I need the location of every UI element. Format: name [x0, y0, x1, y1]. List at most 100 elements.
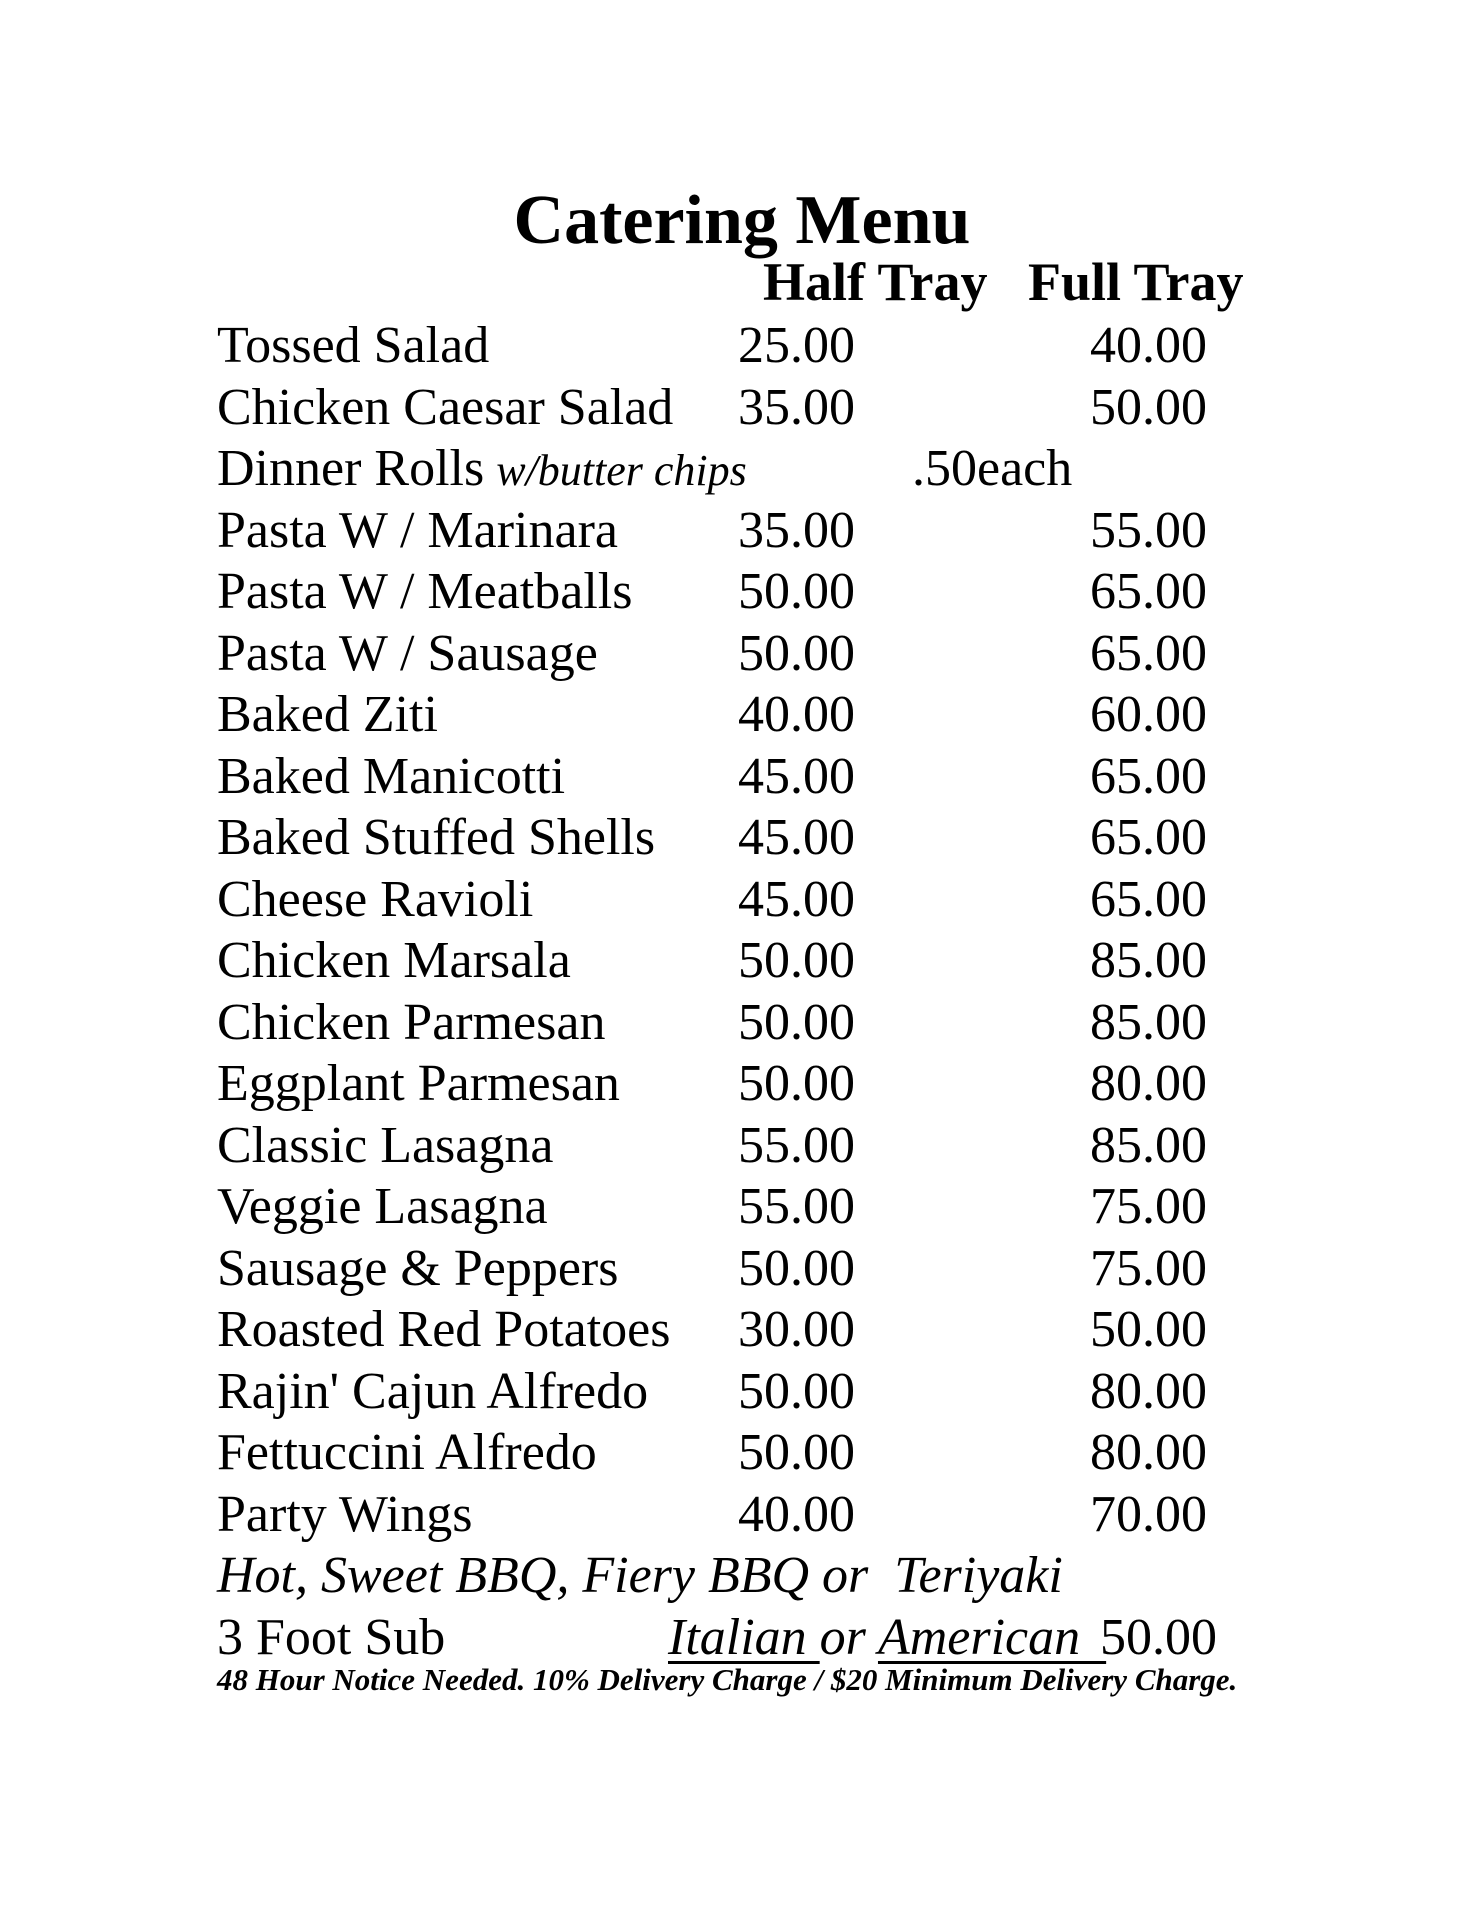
item-name: Classic Lasagna: [217, 1116, 554, 1174]
sub-option-american: American: [877, 1608, 1107, 1666]
half-tray-price: 50.00: [738, 993, 855, 1051]
item-name-wrap: Pasta W / Meatballs: [217, 561, 632, 623]
menu-rows: Tossed Salad 25.00 40.00 Chicken Caesar Sal…: [0, 315, 1484, 1668]
half-tray-price: 55.00: [738, 1178, 855, 1235]
menu-item-row: Tossed Salad 25.00 40.00: [0, 315, 1484, 377]
column-header-half-tray: Half Tray: [763, 252, 988, 312]
item-name: Fettuccini Alfredo: [217, 1424, 597, 1481]
item-name-wrap: Party Wings: [217, 1484, 473, 1546]
column-headers: Half Tray Full Tray: [0, 255, 1484, 315]
item-name: Chicken Marsala: [217, 932, 571, 989]
item-name-wrap: Cheese Ravioli: [217, 869, 533, 931]
full-tray-price: 75.00: [1090, 1239, 1207, 1297]
menu-item-row: Pasta W / Marinara 35.00 55.00: [0, 500, 1484, 562]
item-name: Roasted Red Potatoes: [217, 1301, 671, 1358]
half-tray-price: 45.00: [738, 870, 855, 928]
half-tray-price: 55.00: [738, 1116, 855, 1174]
item-name: Baked Ziti: [217, 686, 438, 743]
half-tray-price: 50.00: [738, 1424, 855, 1481]
item-name-wrap: Pasta W / Marinara: [217, 500, 618, 562]
item-name: Sausage & Peppers: [217, 1239, 619, 1297]
item-name-wrap: Chicken Marsala: [217, 930, 571, 992]
wing-flavors-text: Hot, Sweet BBQ, Fiery BBQ or Teriyaki: [217, 1547, 1063, 1604]
full-tray-price: 40.00: [1090, 317, 1207, 374]
half-tray-price: 50.00: [738, 1239, 855, 1297]
item-name: Chicken Caesar Salad: [217, 378, 674, 436]
menu-item-row: Pasta W / Sausage 50.00 65.00: [0, 623, 1484, 685]
half-tray-price: 30.00: [738, 1301, 855, 1358]
item-name-wrap: 3 Foot Sub: [217, 1607, 445, 1669]
menu-item-row: Cheese Ravioli 45.00 65.00: [0, 869, 1484, 931]
item-name-wrap: Chicken Caesar Salad: [217, 377, 673, 439]
full-tray-price: 85.00: [1090, 932, 1207, 989]
half-tray-price: 50.00: [738, 563, 855, 620]
menu-item-row: Sausage & Peppers 50.00 75.00: [0, 1238, 1484, 1300]
menu-item-row: Chicken Caesar Salad 35.00 50.00: [0, 377, 1484, 439]
half-tray-price: 35.00: [738, 501, 855, 559]
item-name-wrap: Chicken Parmesan: [217, 992, 605, 1054]
menu-item-row: Classic Lasagna 55.00 85.00: [0, 1115, 1484, 1177]
wing-flavors-row: Hot, Sweet BBQ, Fiery BBQ or Teriyaki: [0, 1545, 1484, 1607]
full-tray-price: 80.00: [1090, 1362, 1207, 1420]
full-tray-price: 75.00: [1090, 1178, 1207, 1235]
item-name: Chicken Parmesan: [217, 993, 606, 1051]
column-header-full-tray: Full Tray: [1028, 252, 1244, 312]
footer-note: 48 Hour Notice Needed. 10% Delivery Char…: [217, 1662, 1238, 1697]
item-name-wrap: Veggie Lasagna: [217, 1176, 548, 1238]
half-tray-price: 50.00: [738, 932, 855, 989]
item-name-wrap: Classic Lasagna: [217, 1115, 553, 1177]
item-name-wrap: Roasted Red Potatoes: [217, 1299, 671, 1361]
half-tray-price: 45.00: [738, 809, 855, 866]
item-name-wrap: Eggplant Parmesan: [217, 1053, 620, 1115]
full-tray-price: 60.00: [1090, 686, 1207, 743]
menu-item-row: Baked Stuffed Shells 45.00 65.00: [0, 807, 1484, 869]
sub-option-italian: Italian: [668, 1608, 820, 1666]
item-name: Pasta W / Meatballs: [217, 563, 633, 620]
full-tray-price: 85.00: [1090, 993, 1207, 1051]
half-tray-price: 40.00: [738, 1485, 855, 1543]
full-tray-price: 65.00: [1090, 870, 1207, 928]
item-name-wrap: Pasta W / Sausage: [217, 623, 598, 685]
item-name-wrap: Baked Manicotti: [217, 746, 565, 808]
item-name: Veggie Lasagna: [217, 1178, 548, 1235]
item-name-wrap: Rajin' Cajun Alfredo: [217, 1361, 648, 1423]
sub-option-connector: or: [819, 1608, 878, 1666]
menu-item-row: Rajin' Cajun Alfredo 50.00 80.00: [0, 1361, 1484, 1423]
full-tray-price: 65.00: [1090, 747, 1207, 805]
full-tray-price: 80.00: [1090, 1424, 1207, 1481]
menu-item-row: Eggplant Parmesan 50.00 80.00: [0, 1053, 1484, 1115]
menu-item-row: Roasted Red Potatoes 30.00 50.00: [0, 1299, 1484, 1361]
half-tray-price: 50.00: [738, 624, 855, 682]
full-tray-price: 50.00: [1090, 378, 1207, 436]
item-name: Baked Manicotti: [217, 747, 566, 805]
item-name-wrap: Fettuccini Alfredo: [217, 1422, 597, 1484]
item-name: 3 Foot Sub: [217, 1608, 446, 1666]
sub-options: Italian or American: [668, 1607, 1106, 1669]
menu-item-row: Chicken Marsala 50.00 85.00: [0, 930, 1484, 992]
menu-item-row: Baked Ziti 40.00 60.00: [0, 684, 1484, 746]
full-tray-price: 80.00: [1090, 1055, 1207, 1112]
item-name: Eggplant Parmesan: [217, 1055, 620, 1112]
item-name: Tossed Salad: [217, 317, 490, 374]
item-unit-price: .50each: [912, 440, 1073, 497]
item-name: Cheese Ravioli: [217, 870, 534, 928]
full-tray-price: 50.00: [1090, 1301, 1207, 1358]
item-name-wrap: Dinner Rolls w/butter chips: [217, 438, 747, 502]
item-name-wrap: Tossed Salad: [217, 315, 489, 377]
sub-price: 50.00: [1100, 1608, 1217, 1666]
item-name-wrap: Baked Stuffed Shells: [217, 807, 655, 869]
menu-item-row: Dinner Rolls w/butter chips .50each: [0, 438, 1484, 500]
half-tray-price: 35.00: [738, 378, 855, 436]
menu-item-row: Pasta W / Meatballs 50.00 65.00: [0, 561, 1484, 623]
half-tray-price: 50.00: [738, 1055, 855, 1112]
full-tray-price: 65.00: [1090, 563, 1207, 620]
full-tray-price: 70.00: [1090, 1485, 1207, 1543]
half-tray-price: 50.00: [738, 1362, 855, 1420]
menu-item-row: Fettuccini Alfredo 50.00 80.00: [0, 1422, 1484, 1484]
menu-item-row: Party Wings 40.00 70.00: [0, 1484, 1484, 1546]
menu-item-row: Baked Manicotti 45.00 65.00: [0, 746, 1484, 808]
menu-item-row: Chicken Parmesan 50.00 85.00: [0, 992, 1484, 1054]
full-tray-price: 65.00: [1090, 809, 1207, 866]
sub-row: 3 Foot Sub Italian or American 50.00: [0, 1607, 1484, 1669]
